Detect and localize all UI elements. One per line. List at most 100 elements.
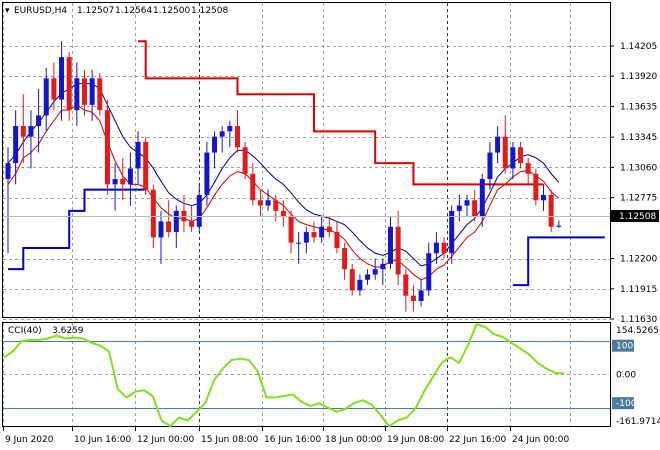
candle (82, 69, 87, 116)
candle-body (173, 210, 179, 233)
cci-tick-label: -161.9714 (616, 417, 660, 427)
candle (120, 157, 126, 201)
candle-body (97, 78, 103, 111)
time-tick-label: 19 Jun 08:00 (387, 435, 444, 445)
candle (319, 216, 325, 243)
candles (5, 41, 562, 312)
time-tick-label: 22 Jun 16:00 (449, 435, 506, 445)
cci-tick-label: 100 (616, 342, 633, 352)
candle-body (288, 216, 294, 243)
candle-body (510, 147, 516, 169)
candle (273, 194, 279, 222)
candle-body (235, 126, 240, 148)
candle (365, 269, 371, 286)
candle (372, 258, 378, 280)
candle (158, 210, 164, 264)
candle-body (418, 290, 424, 301)
candle (97, 73, 103, 116)
chart-header-arrow: ▾ (5, 6, 10, 16)
candle (311, 221, 317, 243)
candle (395, 210, 401, 286)
candle-body (525, 163, 531, 174)
candle-body (166, 221, 172, 233)
time-axis: 9 Jun 2020 10 Jun 16:00 12 Jun 00:00 15 Jun… (3, 427, 569, 445)
candle (342, 242, 348, 280)
candle (135, 131, 141, 185)
candle (242, 141, 248, 180)
candle-body (319, 226, 325, 238)
candle-body (388, 226, 393, 264)
indicator-name: CCI(40) (8, 326, 42, 336)
current-price-badge: 1.12508 (611, 210, 659, 222)
candle-body (541, 194, 546, 201)
candle (20, 94, 26, 164)
candle (104, 99, 110, 195)
candle (112, 163, 118, 211)
candle (456, 194, 462, 222)
candle-body (5, 163, 11, 180)
symbol-label: EURUSD,H4 (14, 6, 67, 16)
price-axis: 1.14205 1.13920 1.13635 1.13345 1.13060 1.127… (610, 42, 657, 325)
candle (556, 220, 562, 228)
candle-body (104, 110, 110, 185)
candle (548, 189, 554, 233)
indicator-value: 3.6259 (52, 326, 84, 336)
time-tick-label: 15 Jun 08:00 (201, 435, 258, 445)
candle-body (59, 57, 65, 100)
candle-body (82, 78, 87, 105)
candle (349, 263, 355, 296)
main-plot-frame[interactable] (2, 2, 611, 318)
candle-body (464, 200, 470, 206)
candle-body (36, 115, 42, 127)
candle-body (518, 147, 524, 164)
candle-body (372, 269, 378, 275)
cci-line (3, 322, 565, 428)
candle-body (242, 147, 248, 174)
stop-line-blue (512, 236, 605, 287)
candle (51, 62, 57, 111)
candle-body (449, 210, 455, 254)
price-tick-label: 1.13635 (620, 102, 657, 112)
price-tick-label: 1.11630 (620, 315, 657, 325)
candle (502, 115, 508, 174)
candle-body (326, 226, 332, 233)
candle-body (143, 141, 149, 190)
candle-body (189, 221, 195, 227)
candle (418, 279, 424, 307)
price-tick-label: 1.14205 (620, 42, 657, 52)
candle-body (472, 200, 478, 217)
time-tick-label: 10 Jun 16:00 (74, 435, 131, 445)
candle-body (28, 126, 34, 137)
time-tick-label: 18 Jun 00:00 (325, 435, 382, 445)
candle (66, 51, 72, 121)
candle-body (127, 168, 133, 185)
candle (257, 189, 263, 217)
candle (495, 126, 501, 164)
candle (5, 147, 11, 254)
candle-body (556, 225, 562, 227)
candle-body (342, 247, 348, 270)
cci-tick-label: 154.5265 (616, 326, 659, 336)
candle (303, 226, 309, 254)
candle (166, 200, 172, 238)
candle-body (273, 200, 279, 211)
candle-body (334, 232, 340, 248)
candle-body (487, 152, 493, 180)
open-value: 1.12507 (77, 6, 114, 16)
cci-tick-label: -100 (616, 399, 637, 409)
candle (43, 67, 49, 132)
cci-level-badge (612, 339, 634, 352)
candle-body (227, 126, 233, 132)
candle-body (349, 269, 355, 291)
candle (204, 141, 210, 206)
candle-body (89, 78, 95, 105)
candle-body (158, 221, 164, 238)
candle-body (196, 194, 202, 227)
candle-body (20, 126, 26, 137)
candle-body (426, 253, 432, 291)
candle (219, 126, 225, 153)
candle-body (296, 242, 302, 244)
candle-body (66, 57, 72, 111)
candle-body (135, 141, 141, 169)
